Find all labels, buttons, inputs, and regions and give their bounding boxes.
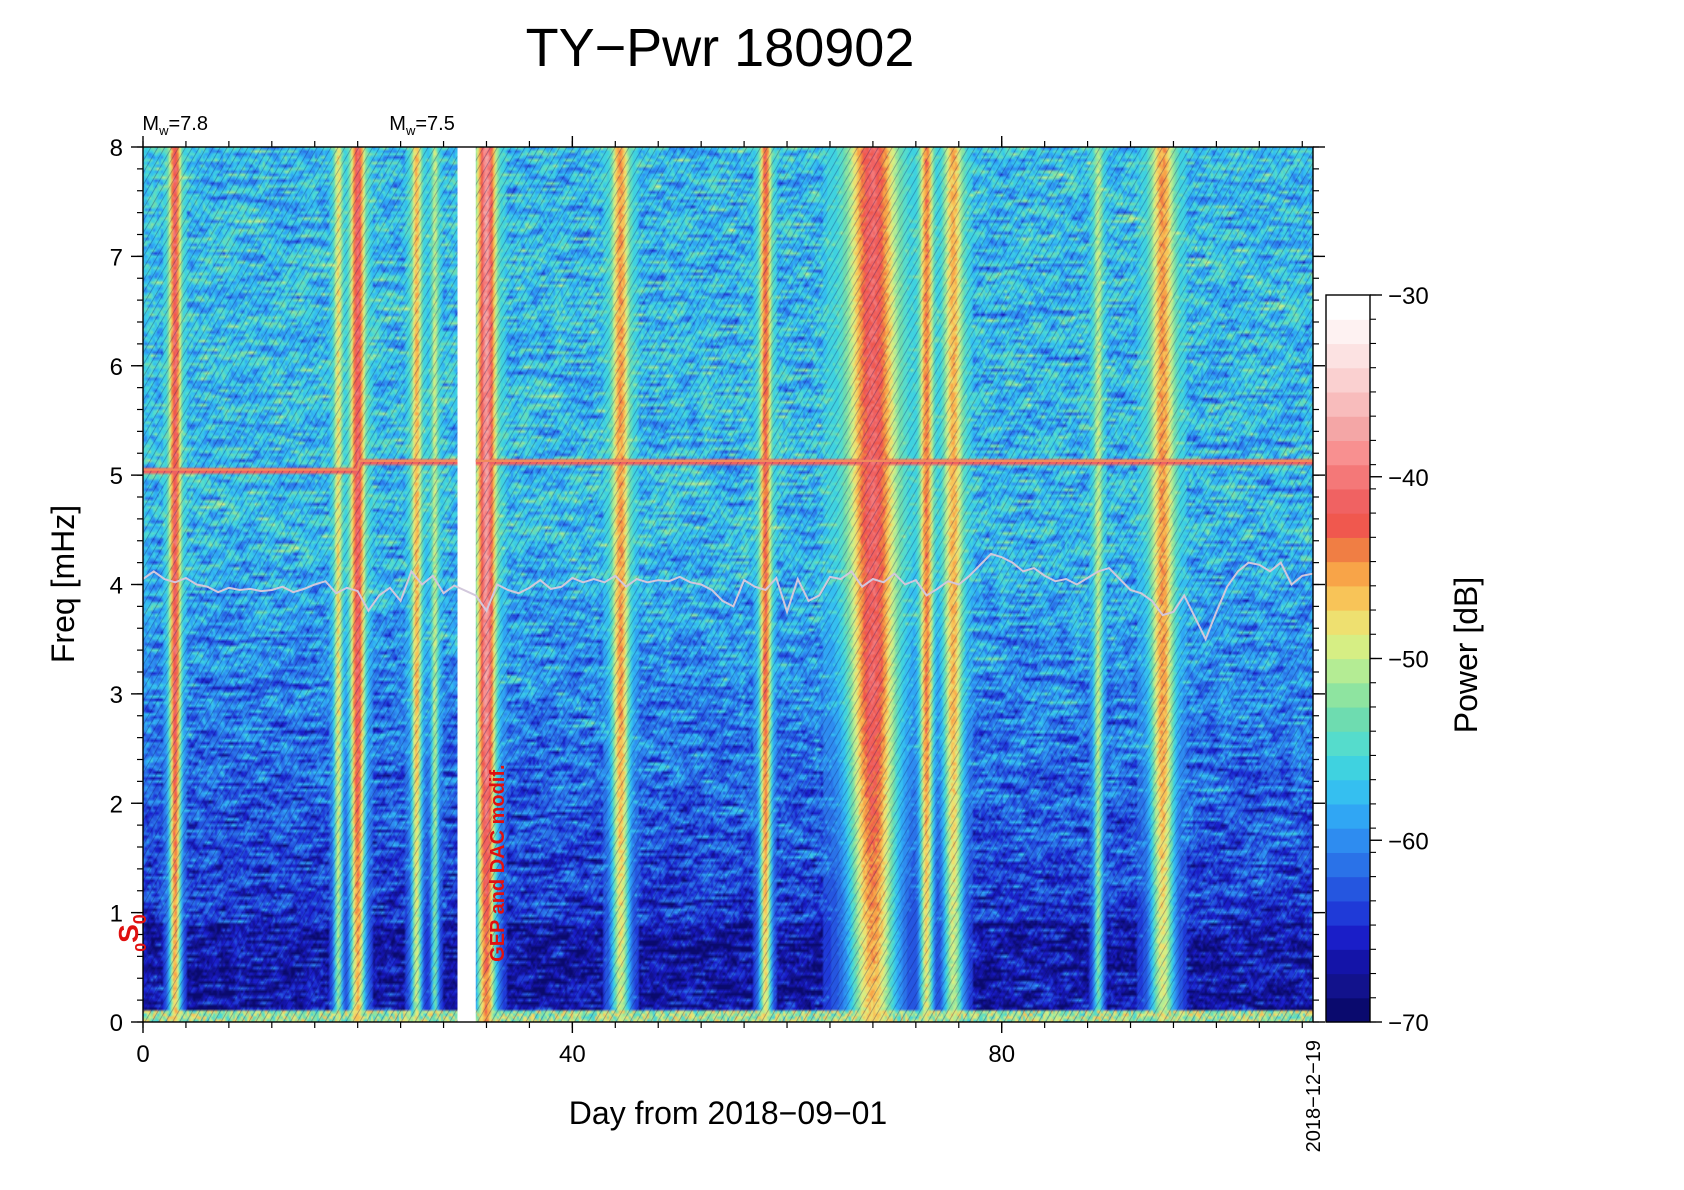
colorbar: −70 −60 −50 −40 −30: [1325, 283, 1429, 1037]
colorbar-label: Power [dB]: [1448, 577, 1484, 734]
colorbar-swatch: [1326, 488, 1370, 514]
end-date-label: 2018−12−19: [1303, 1040, 1325, 1152]
y-tick-label: 2: [110, 791, 123, 818]
colorbar-swatch: [1326, 464, 1370, 490]
colorbar-swatch: [1326, 537, 1370, 563]
colorbar-tick-label: −70: [1388, 1010, 1429, 1037]
colorbar-tick-label: −60: [1388, 828, 1429, 855]
colorbar-swatch: [1326, 343, 1370, 369]
colorbar-swatch: [1326, 513, 1370, 538]
colorbar-swatch: [1326, 391, 1370, 417]
y-tick-label: 7: [110, 244, 123, 271]
y-tick-label: 6: [110, 354, 123, 381]
colorbar-swatch: [1326, 876, 1370, 902]
colorbar-tick-label: −30: [1388, 283, 1429, 310]
x-tick-label: 80: [988, 1041, 1015, 1068]
annotation-label: GEP and DAC modif.: [487, 764, 509, 961]
y-tick-label: 5: [110, 463, 123, 490]
colorbar-tick-label: −50: [1388, 647, 1429, 674]
colorbar-swatch: [1326, 440, 1370, 466]
y-axis-label: Freq [mHz]: [45, 505, 81, 663]
colorbar-swatch: [1326, 416, 1370, 441]
earthquake-label: Mw=7.5: [389, 113, 455, 138]
overtone-line: [143, 459, 1313, 471]
colorbar-swatch: [1326, 706, 1370, 732]
heatmap-area: [143, 147, 1313, 1022]
colorbar-swatch: [1326, 949, 1370, 975]
colorbar-swatch: [1326, 658, 1370, 684]
colorbar-swatch: [1326, 610, 1370, 635]
y-tick-label: 8: [110, 135, 123, 162]
earthquake-label: Mw=7.8: [142, 113, 208, 138]
colorbar-swatch: [1326, 900, 1370, 926]
x-tick-label: 0: [136, 1041, 149, 1068]
colorbar-swatch: [1326, 828, 1370, 853]
colorbar-swatch: [1326, 925, 1370, 950]
colorbar-swatch: [1326, 319, 1370, 345]
colorbar-tick-label: −40: [1388, 465, 1429, 492]
x-axis-label: Day from 2018−09−01: [569, 1095, 887, 1131]
colorbar-swatch: [1326, 585, 1370, 611]
mode-label: 0S0: [113, 914, 150, 952]
colorbar-swatch: [1326, 295, 1370, 320]
heatmap-texture: [143, 147, 1313, 1022]
colorbar-swatch: [1326, 731, 1370, 757]
y-tick-label: 3: [110, 682, 123, 709]
data-gap: [457, 147, 476, 1022]
colorbar-swatch: [1326, 803, 1370, 829]
y-tick-label: 1: [110, 901, 123, 928]
colorbar-swatch: [1326, 367, 1370, 393]
colorbar-swatch: [1326, 852, 1370, 878]
colorbar-swatch: [1326, 779, 1370, 805]
y-tick-label: 0: [110, 1010, 123, 1037]
colorbar-swatch: [1326, 682, 1370, 708]
chart-title: TY−Pwr 180902: [526, 18, 915, 78]
y-axis-ticks: 0 1 2 3 4 5 6 7 8: [110, 135, 1325, 1037]
x-tick-label: 40: [559, 1041, 586, 1068]
colorbar-swatch: [1326, 997, 1370, 1023]
y-tick-label: 4: [110, 573, 123, 600]
colorbar-swatch: [1326, 755, 1370, 781]
x-axis-ticks: 0 40 80: [136, 136, 1303, 1068]
baseline-trace: [143, 552, 1313, 642]
colorbar-swatch: [1326, 634, 1370, 660]
colorbar-swatch: [1326, 973, 1370, 999]
colorbar-swatch: [1326, 561, 1370, 587]
